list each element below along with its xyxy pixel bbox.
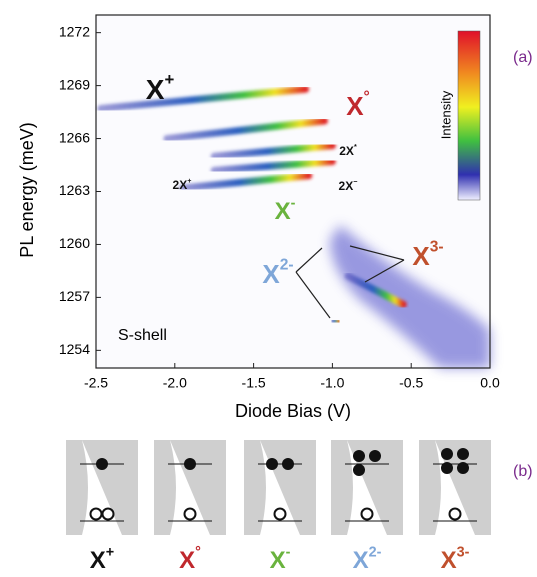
electron	[282, 458, 294, 470]
electron	[369, 450, 381, 462]
electron	[96, 458, 108, 470]
emission-streak	[344, 272, 407, 308]
electron	[457, 448, 469, 460]
emission-streak	[163, 117, 329, 143]
electron	[353, 464, 365, 476]
emission-streak	[210, 142, 336, 160]
x-tick-label: 0.0	[480, 375, 500, 391]
x-axis-label: Diode Bias (V)	[235, 401, 351, 421]
state-label: X+	[146, 70, 175, 105]
x-tick-label: -1.5	[242, 375, 266, 391]
emission-streak	[179, 172, 313, 192]
pointer-lines	[295, 245, 405, 319]
label-base: X	[270, 547, 286, 574]
label-superscript: +	[106, 544, 114, 560]
label-base: X	[90, 547, 106, 574]
electron	[353, 450, 365, 462]
shell-label: S-shell	[118, 327, 167, 344]
y-tick-label: 1260	[59, 235, 90, 251]
state-label: 2X+	[173, 176, 192, 192]
electron	[184, 458, 196, 470]
electron	[457, 462, 469, 474]
hole	[101, 507, 115, 521]
colorbar-label: Intensity	[438, 90, 453, 139]
label-base: X	[346, 91, 364, 121]
y-tick-label: 1269	[59, 76, 90, 92]
label-superscript: 2-	[369, 544, 382, 560]
label-base: X	[179, 547, 195, 574]
label-superscript: °	[364, 89, 370, 106]
plot-area	[96, 15, 490, 368]
label-superscript: 3-	[430, 239, 444, 256]
label-superscript: −	[353, 177, 357, 186]
state-label: X°	[179, 544, 201, 574]
hole	[448, 507, 462, 521]
y-tick-label: 1266	[59, 129, 90, 145]
colorbar	[457, 30, 481, 201]
label-superscript: +	[187, 176, 191, 185]
hole	[273, 507, 287, 521]
label-superscript: *	[354, 142, 357, 151]
x-tick-label: -2.0	[163, 375, 187, 391]
state-label: X3-	[441, 544, 470, 574]
level-diagrams: X+ X° X- X2- X3-	[66, 440, 491, 574]
label-superscript: 3-	[457, 544, 470, 560]
label-superscript: °	[195, 544, 201, 560]
emission-streak	[97, 85, 310, 113]
electron	[441, 462, 453, 474]
hole	[183, 507, 197, 521]
label-base: X	[262, 259, 280, 289]
electron	[441, 448, 453, 460]
state-label: 2X−	[339, 177, 358, 193]
panel-label: (b)	[513, 463, 533, 480]
label-base: 2X	[339, 179, 354, 193]
x-tick-label: -0.5	[399, 375, 423, 391]
label-base: X	[353, 547, 369, 574]
state-label: X-	[270, 544, 291, 574]
label-superscript: -	[291, 195, 296, 211]
hole	[89, 507, 103, 521]
label-base: 2X	[339, 144, 354, 158]
label-superscript: +	[164, 70, 174, 89]
label-base: X	[146, 74, 165, 105]
electron	[266, 458, 278, 470]
label-superscript: 2-	[280, 257, 294, 274]
panel-label: (a)	[513, 49, 533, 66]
state-label: X-	[275, 195, 296, 225]
label-base: X	[275, 198, 291, 225]
label-base: 2X	[173, 178, 188, 192]
y-tick-label: 1263	[59, 182, 90, 198]
hole	[360, 507, 374, 521]
y-axis-label: PL energy (meV)	[17, 122, 37, 257]
state-label: X2-	[353, 544, 382, 574]
x-tick-label: -1.0	[320, 375, 344, 391]
emission-streak	[328, 316, 343, 326]
label-base: X	[441, 547, 457, 574]
state-label: 2X*	[339, 142, 357, 158]
state-label: X3-	[412, 239, 443, 271]
x-tick-label: -2.5	[84, 375, 108, 391]
y-tick-label: 1272	[59, 23, 90, 39]
emission-streak	[210, 157, 336, 174]
state-label: X2-	[262, 257, 293, 289]
label-base: X	[412, 241, 430, 271]
label-superscript: -	[286, 544, 291, 560]
y-tick-label: 1254	[59, 341, 90, 357]
y-tick-label: 1257	[59, 288, 90, 304]
diffuse-emission	[330, 225, 490, 368]
state-label: X+	[90, 544, 114, 574]
state-label: X°	[346, 89, 370, 121]
